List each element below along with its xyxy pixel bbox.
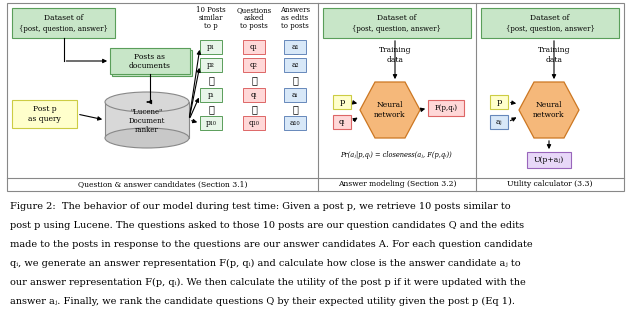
Bar	[284, 116, 306, 130]
Text: qᵢ, we generate an answer representation F(p, qᵢ) and calculate how close is the: qᵢ, we generate an answer representation…	[10, 259, 521, 268]
Text: network: network	[374, 111, 406, 119]
Text: Post p: Post p	[33, 105, 56, 113]
Bar	[284, 58, 306, 72]
Bar	[490, 95, 508, 109]
Text: Dataset of: Dataset of	[44, 14, 83, 22]
Text: "Lucene": "Lucene"	[131, 108, 163, 116]
Text: to posts: to posts	[240, 22, 268, 30]
Text: p₁: p₁	[207, 43, 215, 51]
Text: made to the posts in response to the questions are our answer candidates A. For : made to the posts in response to the que…	[10, 240, 533, 249]
Text: p: p	[339, 98, 345, 106]
Bar	[200, 88, 222, 102]
Text: our answer representation F(p, qᵢ). We then calculate the utility of the post p : our answer representation F(p, qᵢ). We t…	[10, 278, 526, 287]
Text: qᵢ: qᵢ	[251, 91, 257, 99]
Ellipse shape	[105, 92, 189, 112]
Bar	[12, 8, 115, 38]
Text: documents: documents	[129, 62, 171, 70]
Text: Question & answer candidates (Section 3.1): Question & answer candidates (Section 3.…	[78, 180, 247, 189]
Text: answer aⱼ. Finally, we rank the candidate questions Q by their expected utility : answer aⱼ. Finally, we rank the candidat…	[10, 297, 515, 306]
Bar	[490, 115, 508, 129]
Text: asked: asked	[244, 14, 264, 22]
Text: Answer modeling (Section 3.2): Answer modeling (Section 3.2)	[338, 180, 456, 189]
Text: as query: as query	[28, 115, 61, 123]
Text: ⋮: ⋮	[292, 76, 298, 86]
Text: ⋮: ⋮	[251, 106, 257, 114]
Bar	[110, 48, 190, 74]
Bar	[7, 3, 624, 191]
Bar	[243, 58, 265, 72]
Text: ⋮: ⋮	[292, 106, 298, 114]
Text: p₁₀: p₁₀	[206, 119, 216, 127]
Text: q₂: q₂	[250, 61, 258, 69]
Bar	[323, 8, 471, 38]
Text: network: network	[533, 111, 565, 119]
Text: Pr(aⱼ|p,qᵢ) = closeness(aⱼ, F(p,qᵢ)): Pr(aⱼ|p,qᵢ) = closeness(aⱼ, F(p,qᵢ))	[340, 151, 452, 159]
Text: pᵢ: pᵢ	[208, 91, 214, 99]
Bar	[12, 100, 77, 128]
Text: Utility calculator (3.3): Utility calculator (3.3)	[507, 180, 593, 189]
Text: {post, question, answer}: {post, question, answer}	[353, 25, 442, 33]
Text: p: p	[497, 98, 502, 106]
Text: Dataset of: Dataset of	[530, 14, 570, 22]
Text: a₁: a₁	[292, 43, 298, 51]
Text: U(p+aⱼ): U(p+aⱼ)	[534, 156, 564, 164]
Bar	[333, 95, 351, 109]
Text: a₁₀: a₁₀	[290, 119, 300, 127]
Text: aᵢ: aᵢ	[292, 91, 298, 99]
Text: 10 Posts: 10 Posts	[196, 6, 226, 14]
Bar	[284, 40, 306, 54]
Text: as edits: as edits	[281, 14, 309, 22]
Text: data: data	[387, 56, 403, 64]
Ellipse shape	[105, 128, 189, 148]
Text: similar: similar	[199, 14, 223, 22]
Bar	[200, 40, 222, 54]
Text: to posts: to posts	[281, 22, 309, 30]
Text: F(p,qᵢ): F(p,qᵢ)	[435, 104, 457, 112]
Bar	[243, 40, 265, 54]
Text: to p: to p	[204, 22, 218, 30]
Bar	[243, 116, 265, 130]
Bar	[243, 88, 265, 102]
Text: Neural: Neural	[377, 101, 403, 109]
Bar	[200, 58, 222, 72]
Bar	[284, 88, 306, 102]
Text: a₂: a₂	[292, 61, 298, 69]
Text: Document: Document	[129, 117, 165, 125]
Text: Posts as: Posts as	[134, 53, 165, 61]
Text: post p using Lucene. The questions asked to those 10 posts are our question cand: post p using Lucene. The questions asked…	[10, 221, 524, 230]
Text: {post, question, answer}: {post, question, answer}	[505, 25, 594, 33]
Text: Training: Training	[538, 46, 570, 54]
Bar	[333, 115, 351, 129]
Text: Neural: Neural	[536, 101, 562, 109]
Bar	[527, 152, 571, 168]
Text: q₁₀: q₁₀	[249, 119, 259, 127]
Bar	[200, 116, 222, 130]
Text: ⋮: ⋮	[208, 76, 214, 86]
Text: q₁: q₁	[250, 43, 258, 51]
Text: Dataset of: Dataset of	[377, 14, 416, 22]
Text: ranker: ranker	[135, 126, 159, 134]
Text: Training: Training	[379, 46, 411, 54]
Text: p₂: p₂	[207, 61, 215, 69]
Text: Questions: Questions	[237, 6, 271, 14]
Text: Figure 2:  The behavior of our model during test time: Given a post p, we retrie: Figure 2: The behavior of our model duri…	[10, 202, 510, 211]
Text: data: data	[546, 56, 562, 64]
Text: aⱼ: aⱼ	[496, 118, 502, 126]
Text: ⋮: ⋮	[208, 106, 214, 114]
Bar	[105, 102, 189, 138]
Bar	[428, 100, 464, 116]
Bar	[481, 8, 619, 38]
Bar	[112, 50, 192, 76]
Polygon shape	[519, 82, 579, 138]
Text: ⋮: ⋮	[251, 76, 257, 86]
Text: {post, question, answer}: {post, question, answer}	[19, 25, 108, 33]
Polygon shape	[360, 82, 420, 138]
Text: Answers: Answers	[280, 6, 310, 14]
Text: qᵢ: qᵢ	[339, 118, 345, 126]
